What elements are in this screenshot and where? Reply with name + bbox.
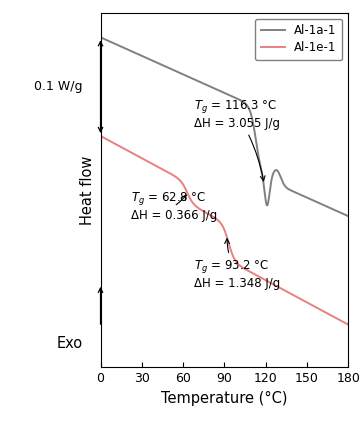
- Al-1e-1: [339, 318, 343, 323]
- Text: $T_{g}$ = 93.2 °C
ΔH = 1.348 J/g: $T_{g}$ = 93.2 °C ΔH = 1.348 J/g: [194, 239, 280, 290]
- Al-1e-1: [346, 322, 350, 327]
- X-axis label: Temperature (°C): Temperature (°C): [161, 390, 288, 406]
- Al-1e-1: [339, 318, 343, 323]
- Text: 0.1 W/g: 0.1 W/g: [34, 80, 83, 93]
- Text: Exo: Exo: [56, 336, 83, 352]
- Al-1a-1: [98, 35, 103, 40]
- Al-1a-1: [339, 210, 343, 215]
- Al-1a-1: [212, 86, 216, 91]
- Al-1a-1: [111, 41, 115, 46]
- Al-1e-1: [212, 215, 216, 220]
- Al-1a-1: [219, 89, 223, 94]
- Al-1a-1: [346, 214, 350, 219]
- Al-1e-1: [111, 140, 115, 145]
- Text: $T_{g}$ = 116.3 °C
ΔH = 3.055 J/g: $T_{g}$ = 116.3 °C ΔH = 3.055 J/g: [194, 98, 280, 181]
- Y-axis label: Heat flow: Heat flow: [80, 155, 95, 225]
- Text: $T_{g}$ = 62.8 °C
ΔH = 0.366 J/g: $T_{g}$ = 62.8 °C ΔH = 0.366 J/g: [131, 190, 217, 222]
- Al-1a-1: [339, 210, 343, 215]
- Al-1e-1: [219, 221, 223, 226]
- Line: Al-1e-1: Al-1e-1: [101, 136, 348, 325]
- Line: Al-1a-1: Al-1a-1: [101, 37, 348, 216]
- Al-1e-1: [293, 294, 298, 299]
- Legend: Al-1a-1, Al-1e-1: Al-1a-1, Al-1e-1: [255, 19, 342, 60]
- Al-1e-1: [98, 133, 103, 138]
- Al-1a-1: [293, 190, 298, 195]
